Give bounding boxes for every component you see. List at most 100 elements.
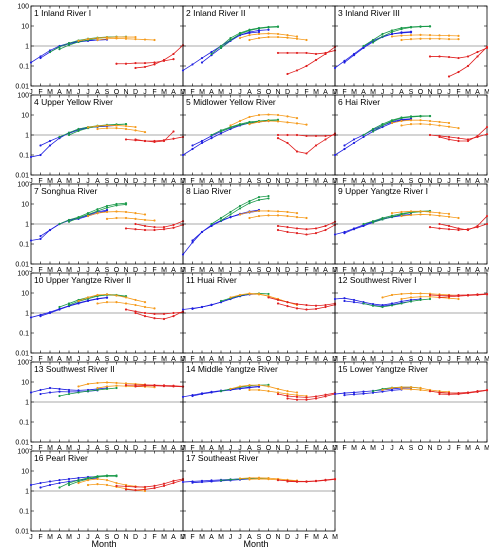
data-point — [238, 32, 242, 36]
panel-title: 2 Inland River II — [186, 8, 246, 18]
x-tick-label: D — [285, 534, 290, 541]
data-point — [466, 64, 470, 68]
x-tick-label: M — [66, 445, 72, 452]
x-tick-label: D — [133, 534, 138, 541]
data-point — [115, 62, 118, 65]
x-tick-label: D — [285, 445, 290, 452]
data-point — [105, 479, 109, 482]
x-tick-label: J — [29, 89, 33, 96]
data-point — [115, 124, 118, 127]
x-tick-label: A — [95, 267, 100, 274]
data-point — [390, 30, 394, 34]
data-point — [77, 385, 80, 388]
x-tick-label: M — [180, 534, 186, 541]
data-point — [115, 37, 118, 40]
data-point — [371, 221, 375, 224]
data-point — [352, 298, 356, 302]
data-point — [134, 35, 137, 39]
x-tick-label: J — [229, 445, 233, 452]
data-point — [39, 237, 42, 240]
data-point — [371, 304, 375, 307]
data-point — [229, 124, 232, 127]
data-point — [295, 122, 299, 125]
data-point — [67, 44, 71, 47]
data-point — [267, 194, 270, 198]
data-point — [419, 33, 422, 36]
data-point — [286, 141, 289, 145]
x-tick-label: D — [285, 267, 290, 274]
data-point — [134, 129, 137, 132]
x-tick-label: S — [105, 534, 110, 541]
data-point — [295, 116, 299, 120]
data-point — [295, 398, 299, 401]
x-tick-label: O — [114, 534, 120, 541]
data-point — [67, 477, 71, 481]
x-tick-label: A — [57, 178, 62, 185]
data-point — [438, 211, 441, 214]
series-line — [334, 31, 412, 69]
x-tick-label: O — [418, 356, 424, 363]
data-point — [276, 120, 280, 123]
data-point — [200, 61, 204, 64]
data-point — [248, 123, 251, 126]
data-point — [295, 480, 299, 483]
data-point — [276, 113, 280, 117]
data-point — [485, 222, 489, 226]
series-line — [30, 476, 98, 486]
data-point — [39, 55, 42, 58]
x-tick-label: M — [199, 267, 205, 274]
data-point — [428, 390, 432, 393]
data-point — [362, 135, 365, 139]
data-point — [67, 303, 71, 307]
data-point — [409, 388, 413, 391]
series-line — [448, 46, 488, 77]
series-line — [334, 297, 421, 306]
data-point — [343, 391, 346, 395]
data-point — [172, 481, 175, 485]
x-tick-label: N — [123, 89, 128, 96]
x-tick-label: O — [266, 534, 272, 541]
data-point — [124, 138, 128, 141]
x-tick-label: M — [180, 445, 186, 452]
data-point — [153, 61, 156, 64]
series-line — [182, 120, 269, 156]
x-tick-label: S — [105, 89, 110, 96]
x-tick-label: J — [238, 178, 242, 185]
data-point — [400, 302, 403, 305]
x-tick-label: O — [266, 267, 272, 274]
data-point — [229, 38, 232, 42]
x-tick-label: O — [266, 445, 272, 452]
data-point — [191, 481, 194, 484]
x-tick-label: M — [313, 445, 319, 452]
data-point — [333, 153, 337, 157]
data-point — [115, 127, 118, 130]
data-point — [447, 75, 451, 78]
x-tick-label: J — [333, 89, 337, 96]
x-tick-label: F — [304, 89, 308, 96]
data-point — [409, 210, 413, 213]
x-tick-label: A — [209, 89, 214, 96]
series-line — [439, 390, 488, 395]
series-line — [135, 220, 184, 228]
data-point — [419, 386, 422, 390]
x-tick-label: S — [257, 534, 262, 541]
x-tick-label: J — [381, 267, 385, 274]
data-point — [162, 58, 166, 62]
data-point — [58, 222, 61, 226]
x-tick-label: A — [57, 445, 62, 452]
data-point — [58, 305, 61, 309]
x-tick-label: A — [171, 534, 176, 541]
x-tick-label: J — [381, 356, 385, 363]
data-point — [115, 381, 118, 385]
data-point — [419, 115, 422, 118]
data-point — [390, 212, 394, 215]
data-point — [181, 253, 185, 256]
data-point — [286, 397, 289, 400]
data-point — [48, 311, 52, 315]
data-point — [295, 302, 299, 306]
x-tick-label: M — [465, 356, 471, 363]
data-point — [58, 479, 61, 482]
x-tick-label: O — [114, 267, 120, 274]
